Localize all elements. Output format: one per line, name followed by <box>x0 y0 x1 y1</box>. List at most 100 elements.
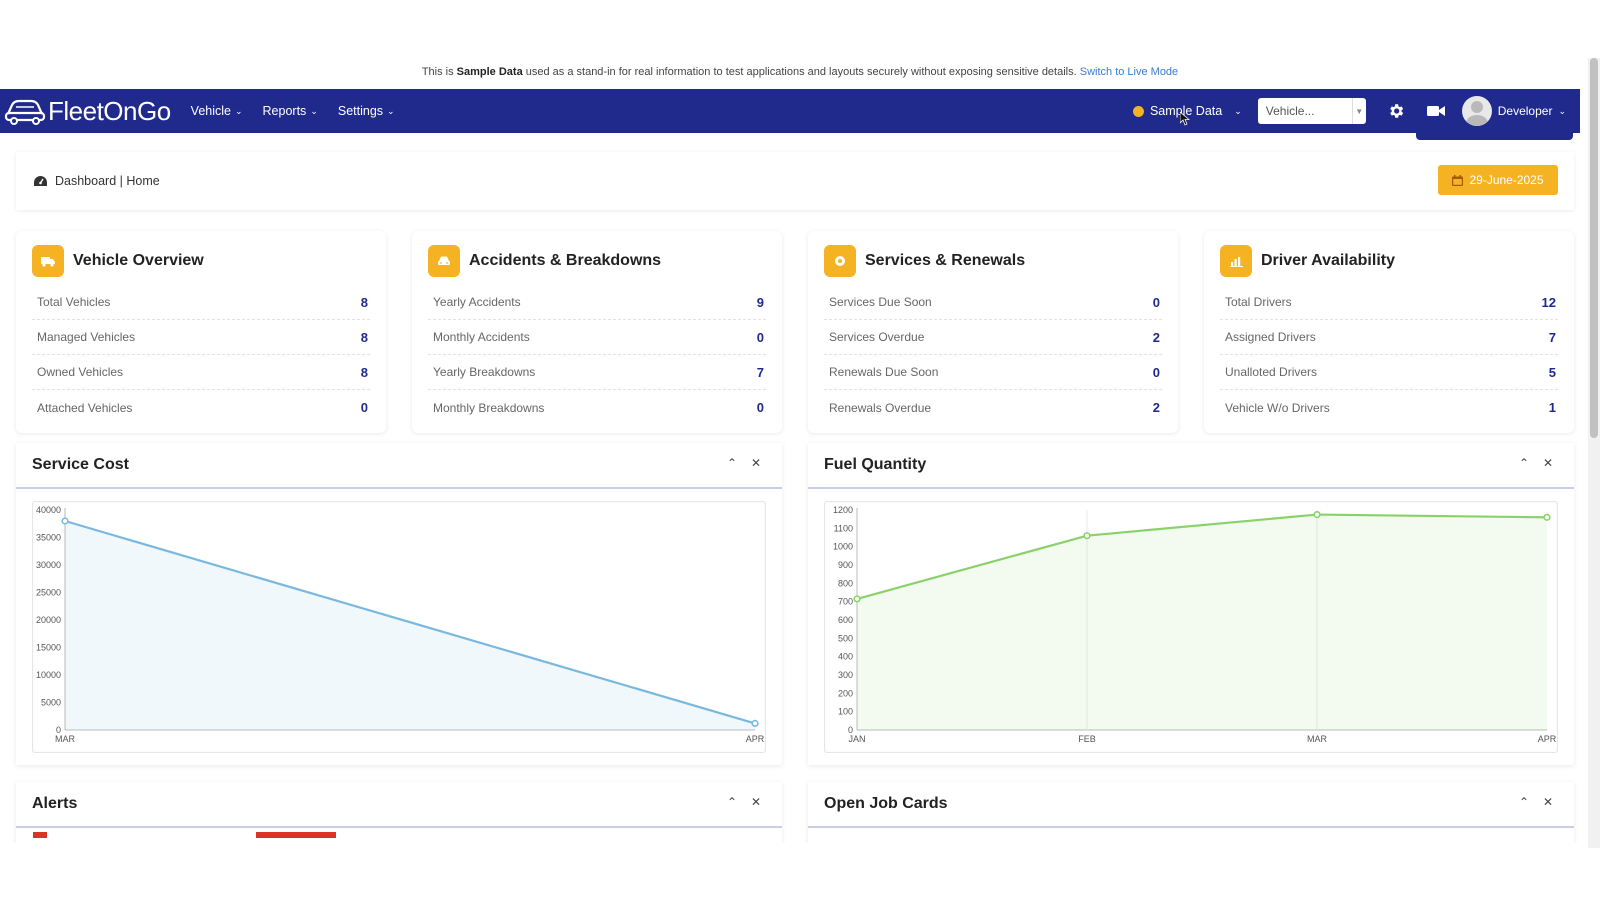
y-tick-label: 100 <box>838 707 853 717</box>
y-tick-label: 25000 <box>36 588 61 598</box>
row-value: 0 <box>1152 364 1160 380</box>
row-label: Monthly Accidents <box>433 330 530 344</box>
chevron-down-icon: ⌄ <box>234 105 243 116</box>
page-scrollbar[interactable] <box>1588 58 1600 848</box>
collapse-icon[interactable]: ⌃ <box>726 795 738 809</box>
mouse-cursor-icon <box>1180 112 1190 126</box>
date-picker-button[interactable]: 29-June-2025 <box>1438 165 1558 195</box>
x-tick-label: MAR <box>55 734 76 744</box>
collapse-icon[interactable]: ⌃ <box>726 456 738 470</box>
y-tick-label: 200 <box>838 688 853 698</box>
x-tick-label: FEB <box>1078 734 1096 744</box>
row-value: 7 <box>1548 329 1556 345</box>
menu-settings[interactable]: Settings ⌄ <box>338 104 395 118</box>
row-value: 2 <box>1152 400 1160 415</box>
row-label: Total Vehicles <box>37 295 111 309</box>
list-item[interactable]: Yearly Breakdowns 7 <box>428 355 766 390</box>
chevron-down-icon: ⌄ <box>310 105 318 116</box>
list-item[interactable]: Renewals Overdue 2 <box>824 390 1162 425</box>
menu-vehicle-label: Vehicle <box>190 104 231 118</box>
menu-reports[interactable]: Reports ⌄ <box>263 104 318 118</box>
row-value: 8 <box>360 329 368 345</box>
switch-live-mode-link[interactable]: Switch to Live Mode <box>1079 66 1179 78</box>
close-icon[interactable]: ✕ <box>1542 795 1554 809</box>
y-tick-label: 35000 <box>36 533 61 543</box>
date-value: 29-June-2025 <box>1469 173 1544 187</box>
data-point[interactable] <box>1313 510 1321 519</box>
row-value: 9 <box>756 294 764 310</box>
row-label: Monthly Breakdowns <box>433 400 545 415</box>
bar-chart-icon <box>1220 245 1252 277</box>
list-item[interactable]: Vehicle W/o Drivers 1 <box>1220 390 1558 425</box>
sample-data-dropdown[interactable]: Sample Data ⌄ <box>1132 104 1242 118</box>
list-item[interactable]: Attached Vehicles 0 <box>32 390 370 425</box>
list-item[interactable]: Owned Vehicles 8 <box>32 355 370 390</box>
viewport-bottom <box>0 843 1600 900</box>
y-tick-label: 300 <box>838 670 853 680</box>
collapse-icon[interactable]: ⌃ <box>1518 795 1530 809</box>
card-title: Services & Renewals <box>865 252 1026 269</box>
data-point[interactable] <box>853 595 861 603</box>
service-cost-chart: 0 5000 10000 15000 20000 25000 30000 35000 40000… <box>32 501 766 753</box>
top-navbar: FleetOnGo Vehicle ⌄ Reports ⌄ Settings ⌄ Sa… <box>0 89 1580 133</box>
row-value: 1 <box>1548 400 1556 415</box>
scroll-thumb[interactable] <box>1590 58 1598 438</box>
row-value: 5 <box>1548 364 1556 380</box>
list-item[interactable]: Monthly Breakdowns 0 <box>428 390 766 425</box>
close-icon[interactable]: ✕ <box>750 795 762 809</box>
list-item[interactable]: Services Due Soon 0 <box>824 285 1162 320</box>
row-value: 0 <box>756 329 764 345</box>
user-menu[interactable]: Developer ⌄ <box>1461 96 1566 126</box>
list-item[interactable]: Assigned Drivers 7 <box>1220 320 1558 355</box>
list-item[interactable]: Monthly Accidents 0 <box>428 320 766 355</box>
list-item[interactable]: Total Drivers 12 <box>1220 285 1558 320</box>
service-icon <box>824 245 856 277</box>
series-line <box>856 513 1548 600</box>
list-item[interactable]: Yearly Accidents 9 <box>428 285 766 320</box>
menu-settings-label: Settings <box>337 104 384 118</box>
menu-vehicle[interactable]: Vehicle ⌄ <box>191 104 243 118</box>
y-tick-label: 1100 <box>834 523 853 533</box>
row-label: Owned Vehicles <box>37 365 124 379</box>
row-label: Unalloted Drivers <box>1225 365 1318 379</box>
y-tick-label: 1200 <box>833 505 853 515</box>
data-point[interactable] <box>61 517 69 525</box>
data-point[interactable] <box>1543 513 1551 521</box>
services-renewals-card: Services & Renewals Services Due Soon 0 S… <box>808 231 1178 433</box>
row-label: Renewals Due Soon <box>829 365 939 379</box>
sample-data-label: Sample Data <box>1149 104 1223 118</box>
row-value: 0 <box>1152 294 1160 310</box>
panel-title: Open Job Cards <box>824 795 948 812</box>
logo[interactable]: FleetOnGo <box>4 96 171 127</box>
vehicle-select[interactable]: Vehicle... ▼ <box>1257 98 1366 124</box>
list-item[interactable]: Renewals Due Soon 0 <box>824 355 1162 390</box>
settings-button[interactable] <box>1382 97 1410 125</box>
collapse-icon[interactable]: ⌃ <box>1518 456 1530 470</box>
list-item[interactable]: Unalloted Drivers 5 <box>1220 355 1558 390</box>
row-label: Total Drivers <box>1225 295 1292 309</box>
vehicle-select-value: Vehicle... <box>1265 104 1315 118</box>
notice-suffix: used as a stand-in for real information … <box>522 66 1080 78</box>
sample-data-notice: This is Sample Data used as a stand-in f… <box>0 60 1600 84</box>
list-item[interactable]: Managed Vehicles 8 <box>32 320 370 355</box>
row-value: 0 <box>360 400 368 415</box>
card-title: Vehicle Overview <box>73 252 204 269</box>
menu-reports-label: Reports <box>262 104 307 118</box>
dashboard-icon <box>34 175 47 187</box>
data-point[interactable] <box>751 719 759 727</box>
row-label: Services Overdue <box>829 330 925 344</box>
data-point[interactable] <box>1083 532 1091 540</box>
row-label: Services Due Soon <box>829 295 932 309</box>
close-icon[interactable]: ✕ <box>750 456 762 470</box>
select-arrow-icon: ▼ <box>1351 98 1366 124</box>
panel-title: Service Cost <box>32 456 129 473</box>
row-label: Renewals Overdue <box>829 400 932 415</box>
list-item[interactable]: Total Vehicles 8 <box>32 285 370 320</box>
y-tick-label: 5000 <box>41 698 61 708</box>
video-button[interactable] <box>1422 97 1450 125</box>
breadcrumb-text[interactable]: Dashboard | Home <box>55 174 160 188</box>
list-item[interactable]: Services Overdue 2 <box>824 320 1162 355</box>
vehicle-overview-card: Vehicle Overview Total Vehicles 8 Managed… <box>16 231 386 433</box>
y-tick-label: 15000 <box>36 643 61 653</box>
close-icon[interactable]: ✕ <box>1542 456 1554 470</box>
